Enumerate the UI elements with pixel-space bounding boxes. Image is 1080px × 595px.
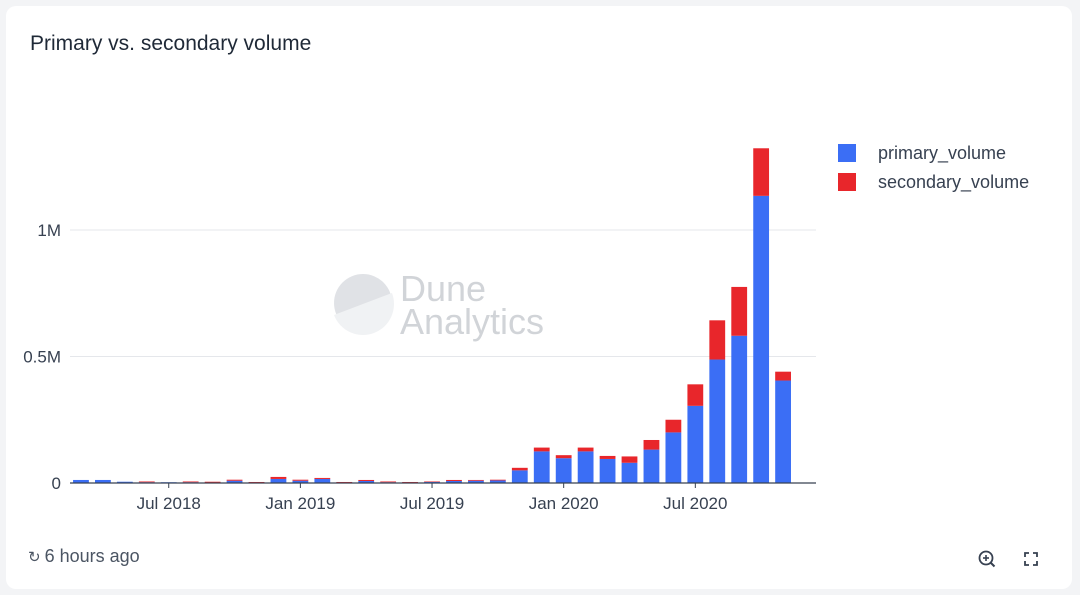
bar-primary-volume — [665, 432, 682, 483]
y-tick-label: 0.5M — [23, 348, 61, 367]
bar-secondary-volume — [599, 455, 616, 459]
bar-secondary-volume — [533, 447, 550, 452]
chart-card: Primary vs. secondary volume Dune Analyt… — [6, 6, 1072, 589]
watermark-logo-icon — [334, 274, 392, 332]
bar-secondary-volume — [511, 467, 528, 471]
x-tick-label: Jul 2020 — [663, 494, 727, 513]
legend-swatch-secondary-volume — [838, 173, 856, 191]
bar-secondary-volume — [226, 479, 243, 481]
fullscreen-button[interactable] — [1018, 546, 1044, 572]
bar-primary-volume — [511, 470, 528, 483]
bar-primary-volume — [621, 462, 638, 483]
bar-secondary-volume — [665, 419, 682, 433]
y-tick-label: 0 — [52, 474, 61, 493]
bar-secondary-volume — [468, 479, 484, 481]
bar-secondary-volume — [621, 456, 638, 463]
bar-secondary-volume — [424, 481, 440, 482]
bar-primary-volume — [687, 405, 704, 483]
x-tick-label: Jan 2019 — [265, 494, 335, 513]
refresh-icon[interactable]: ↻ — [28, 548, 41, 566]
bar-secondary-volume — [204, 481, 221, 483]
bar-secondary-volume — [687, 384, 704, 406]
x-tick-label: Jul 2018 — [137, 494, 201, 513]
bar-primary-volume — [489, 480, 506, 483]
bar-primary-volume — [95, 479, 111, 483]
chart-title: Primary vs. secondary volume — [30, 32, 312, 55]
bar-primary-volume — [555, 458, 572, 483]
bar-secondary-volume — [380, 481, 397, 483]
bar-primary-volume — [731, 335, 748, 483]
bar-primary-volume — [599, 458, 616, 483]
bar-primary-volume — [577, 451, 594, 483]
chart-canvas: Dune Analytics 0 0.5M 1M Jul 2018 Jan 2019 Ju… — [23, 143, 1029, 513]
bar-primary-volume — [358, 480, 375, 483]
zoom-in-icon — [978, 550, 996, 568]
bar-primary-volume — [424, 481, 440, 483]
grid-layer — [70, 229, 816, 357]
watermark-text-line2: Analytics — [400, 301, 544, 342]
bar-primary-volume — [468, 480, 484, 483]
bar-primary-volume — [292, 480, 309, 483]
bar-secondary-volume — [446, 479, 462, 481]
bar-secondary-volume — [577, 447, 594, 452]
bar-primary-volume — [73, 479, 89, 483]
x-tick-label: Jan 2020 — [529, 494, 599, 513]
bar-primary-volume — [533, 451, 550, 483]
x-tick-label: Jul 2019 — [400, 494, 464, 513]
bar-primary-volume — [314, 478, 331, 483]
bar-primary-volume — [116, 481, 133, 483]
watermark-logo-wedge — [334, 293, 395, 336]
legend-label-secondary-volume: secondary_volume — [878, 172, 1029, 193]
bar-primary-volume — [270, 478, 287, 483]
bar-primary-volume — [775, 380, 791, 483]
bar-secondary-volume — [643, 439, 660, 450]
zoom-in-button[interactable] — [974, 546, 1000, 572]
bar-secondary-volume — [314, 477, 331, 479]
bar-secondary-volume — [358, 479, 375, 481]
last-updated-text: 6 hours ago — [44, 546, 140, 566]
bar-secondary-volume — [709, 320, 726, 360]
bar-secondary-volume — [731, 286, 748, 336]
bar-primary-volume — [643, 449, 660, 483]
legend: primary_volume secondary_volume — [838, 143, 1029, 193]
legend-swatch-primary-volume — [838, 144, 856, 162]
bar-secondary-volume — [248, 481, 265, 483]
watermark-text-line1: Dune — [400, 268, 486, 309]
bar-secondary-volume — [270, 476, 287, 479]
bar-secondary-volume — [402, 481, 418, 483]
dune-analytics-watermark: Dune Analytics — [334, 268, 544, 342]
bar-secondary-volume — [138, 481, 155, 483]
fullscreen-icon — [1024, 552, 1038, 566]
bar-secondary-volume — [292, 479, 309, 481]
bar-secondary-volume — [775, 371, 791, 381]
bar-primary-volume — [709, 359, 726, 483]
bar-primary-volume — [226, 480, 243, 483]
y-tick-label: 1M — [37, 221, 61, 240]
bar-secondary-volume — [753, 148, 770, 196]
bar-primary-volume — [753, 195, 770, 483]
bar-secondary-volume — [489, 479, 506, 481]
bar-secondary-volume — [555, 455, 572, 459]
last-updated: ↻ 6 hours ago — [28, 546, 140, 567]
legend-label-primary-volume: primary_volume — [878, 143, 1006, 164]
bar-secondary-volume — [336, 481, 353, 483]
axis-layer: 0 0.5M 1M Jul 2018 Jan 2019 Jul 2019 Jan 2020 J… — [23, 221, 816, 513]
bar-primary-volume — [446, 480, 462, 483]
bars-layer — [73, 148, 791, 483]
bar-secondary-volume — [182, 481, 199, 483]
